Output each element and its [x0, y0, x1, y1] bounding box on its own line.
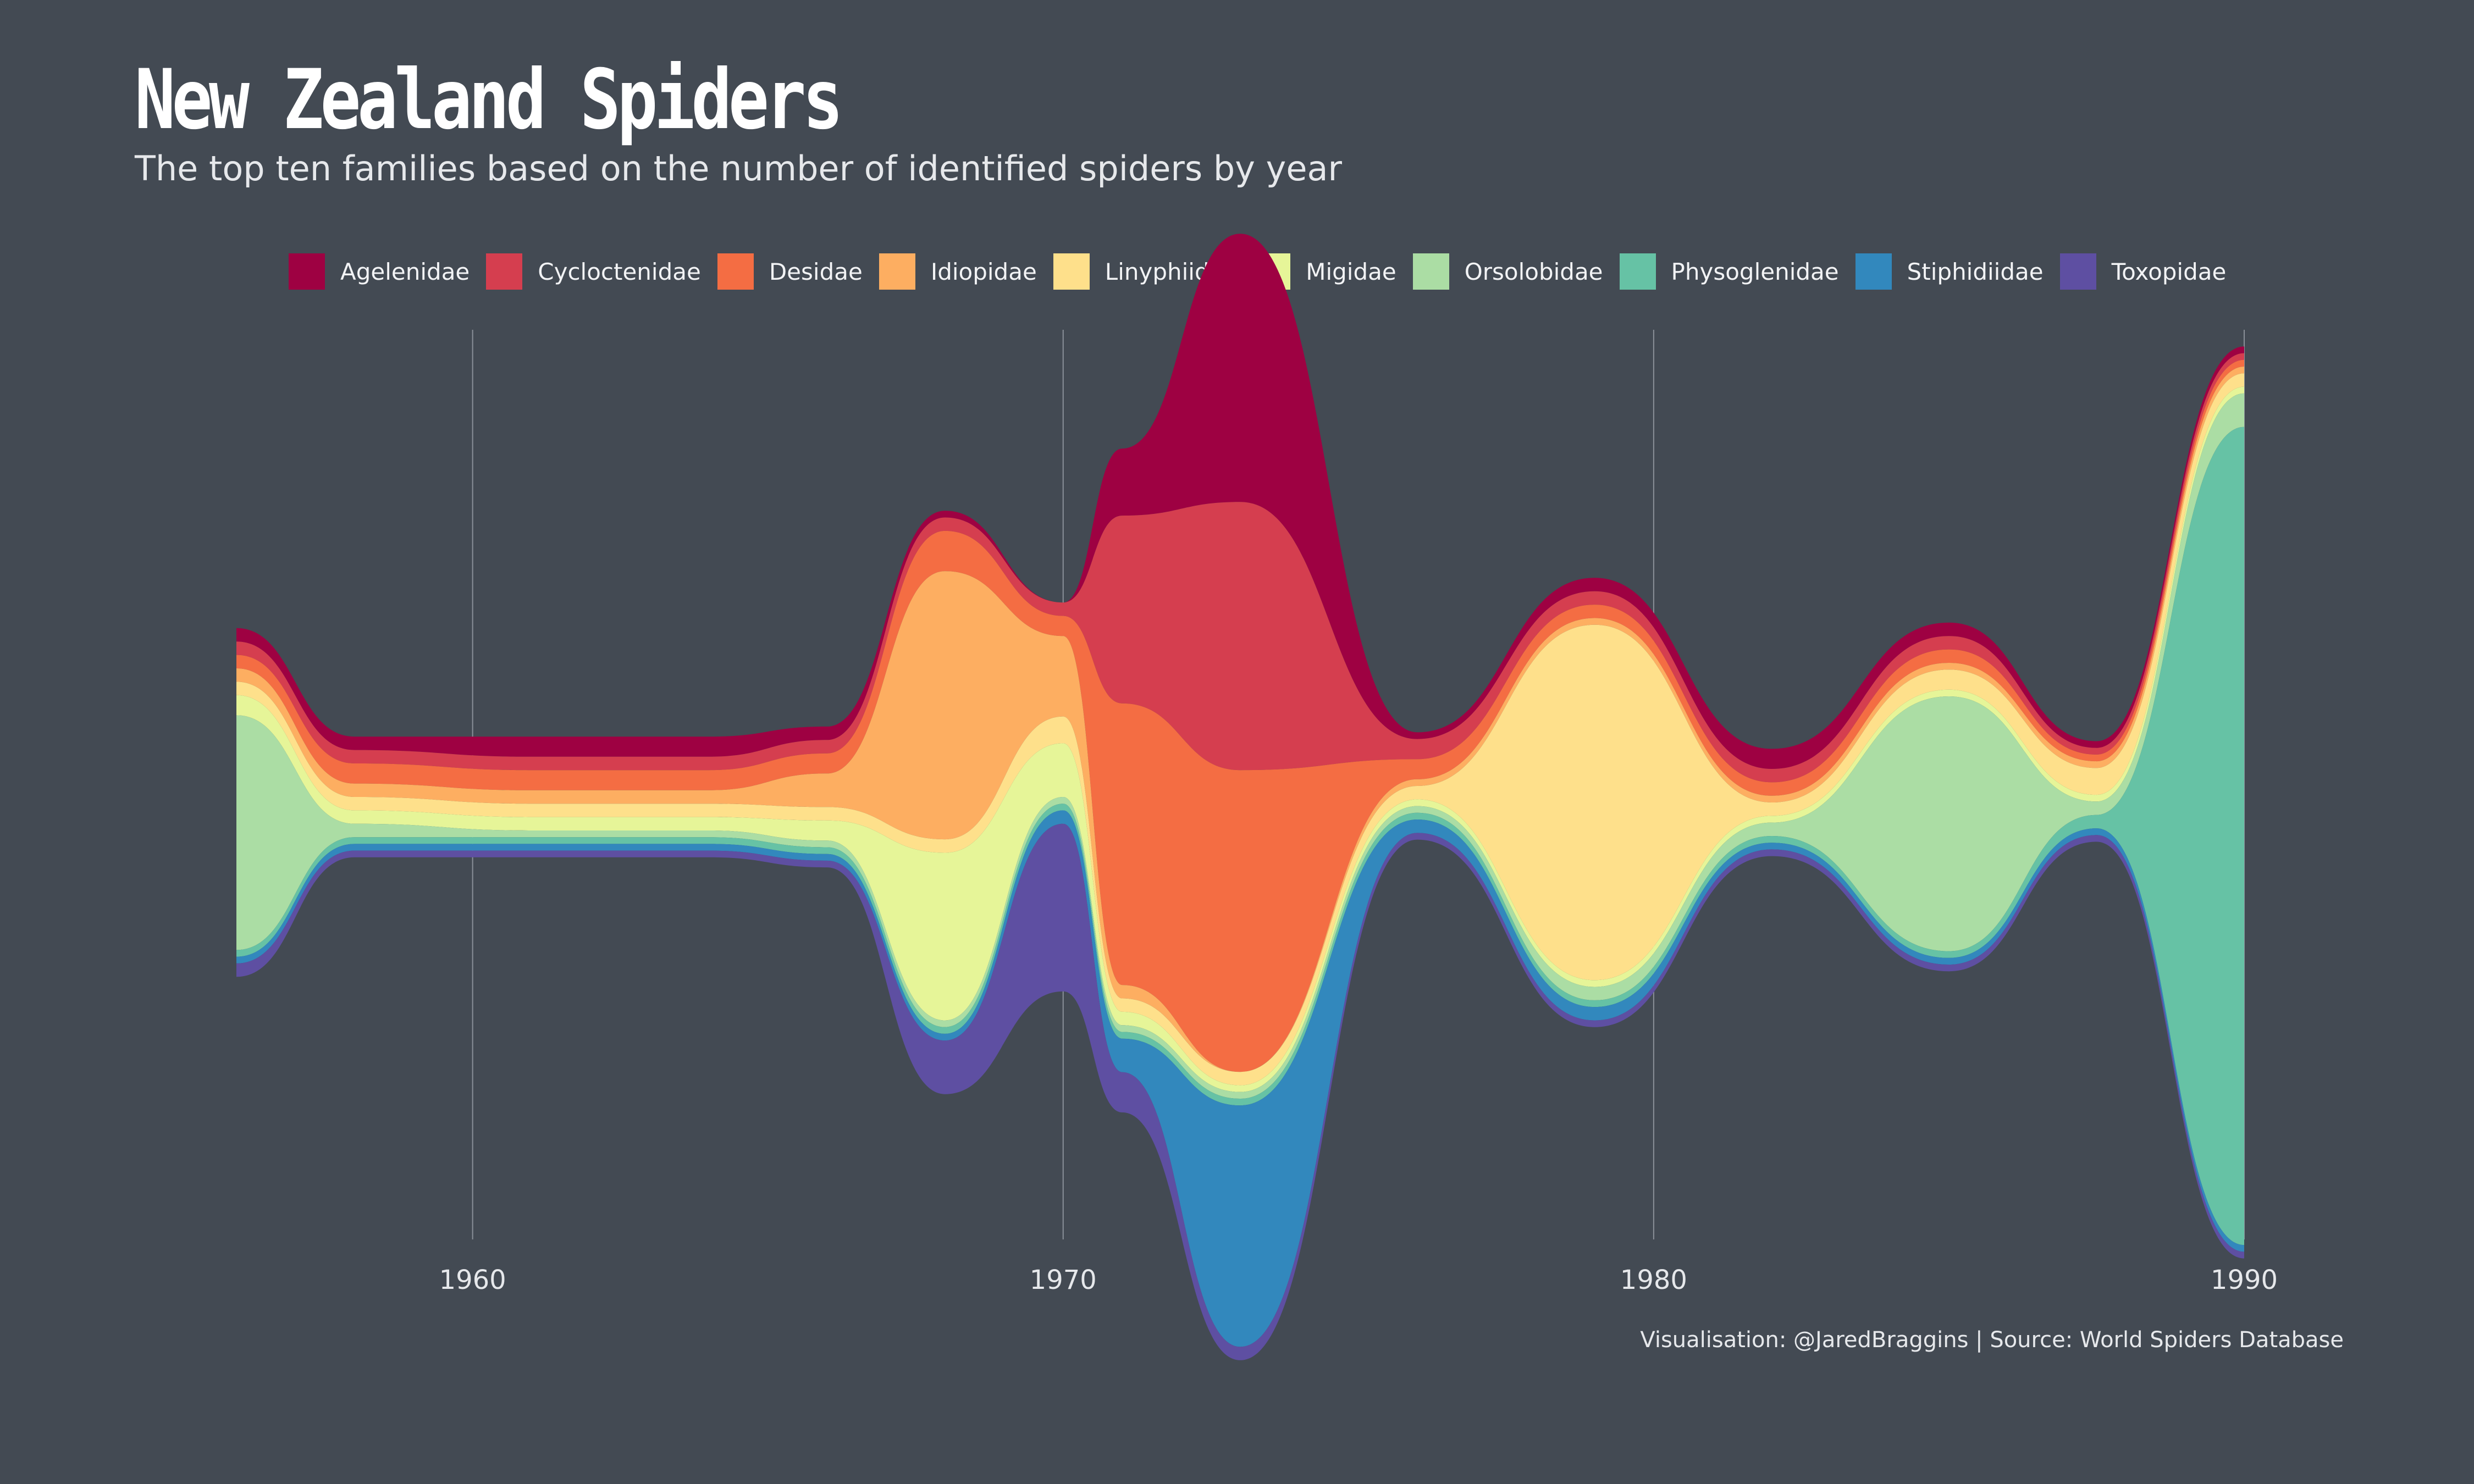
x-tick-label: 1980: [1620, 1265, 1687, 1295]
legend-swatch: [486, 253, 523, 290]
legend-label: Orsolobidae: [1464, 258, 1603, 285]
legend-item-orsolobidae: Orsolobidae: [1412, 253, 1603, 290]
legend-swatch: [289, 253, 325, 290]
legend-label: Toxopidae: [2111, 258, 2227, 285]
x-tick-label: 1970: [1030, 1265, 1097, 1295]
legend-swatch: [1053, 253, 1090, 290]
legend-swatch: [1619, 253, 1656, 290]
legend-swatch: [1855, 253, 1892, 290]
stream-layers: [236, 234, 2244, 1360]
legend-item-desidae: Desidae: [717, 253, 863, 290]
legend-item-idiopidae: Idiopidae: [879, 253, 1037, 290]
legend-item-toxopidae: Toxopidae: [2059, 253, 2227, 290]
source-caption: Visualisation: @JaredBraggins | Source: …: [1640, 1327, 2344, 1353]
x-axis-ticks: 1960 1970 1980 1990: [439, 1265, 2278, 1295]
legend-swatch: [717, 253, 754, 290]
stream-cycloctenidae: [236, 353, 2244, 783]
stream-agelenidae: [236, 234, 2244, 769]
legend-label: Idiopidae: [930, 258, 1037, 285]
legend-item-cycloctenidae: Cycloctenidae: [486, 253, 701, 290]
legend-label: Stiphidiidae: [1907, 258, 2044, 285]
legend-item-stiphidiidae: Stiphidiidae: [1855, 253, 2044, 290]
x-tick-label: 1960: [439, 1265, 506, 1295]
legend-swatch: [1412, 253, 1449, 290]
stream-desidae: [236, 359, 2244, 1072]
x-tick-label: 1990: [2211, 1265, 2278, 1295]
legend-label: Desidae: [769, 258, 863, 285]
legend-label: Cycloctenidae: [538, 258, 701, 285]
legend-label: Agelenidae: [340, 258, 470, 285]
legend-item-physoglenidae: Physoglenidae: [1619, 253, 1839, 290]
stream-stiphidiidae: [236, 810, 2244, 1347]
legend-item-agelenidae: Agelenidae: [289, 253, 470, 290]
chart-title: New Zealand Spiders: [135, 52, 843, 148]
legend-label: Physoglenidae: [1671, 258, 1839, 285]
legend-swatch: [879, 253, 915, 290]
chart-subtitle: The top ten families based on the number…: [135, 148, 1343, 189]
legend-swatch: [2059, 253, 2096, 290]
legend-label: Migidae: [1306, 258, 1396, 285]
